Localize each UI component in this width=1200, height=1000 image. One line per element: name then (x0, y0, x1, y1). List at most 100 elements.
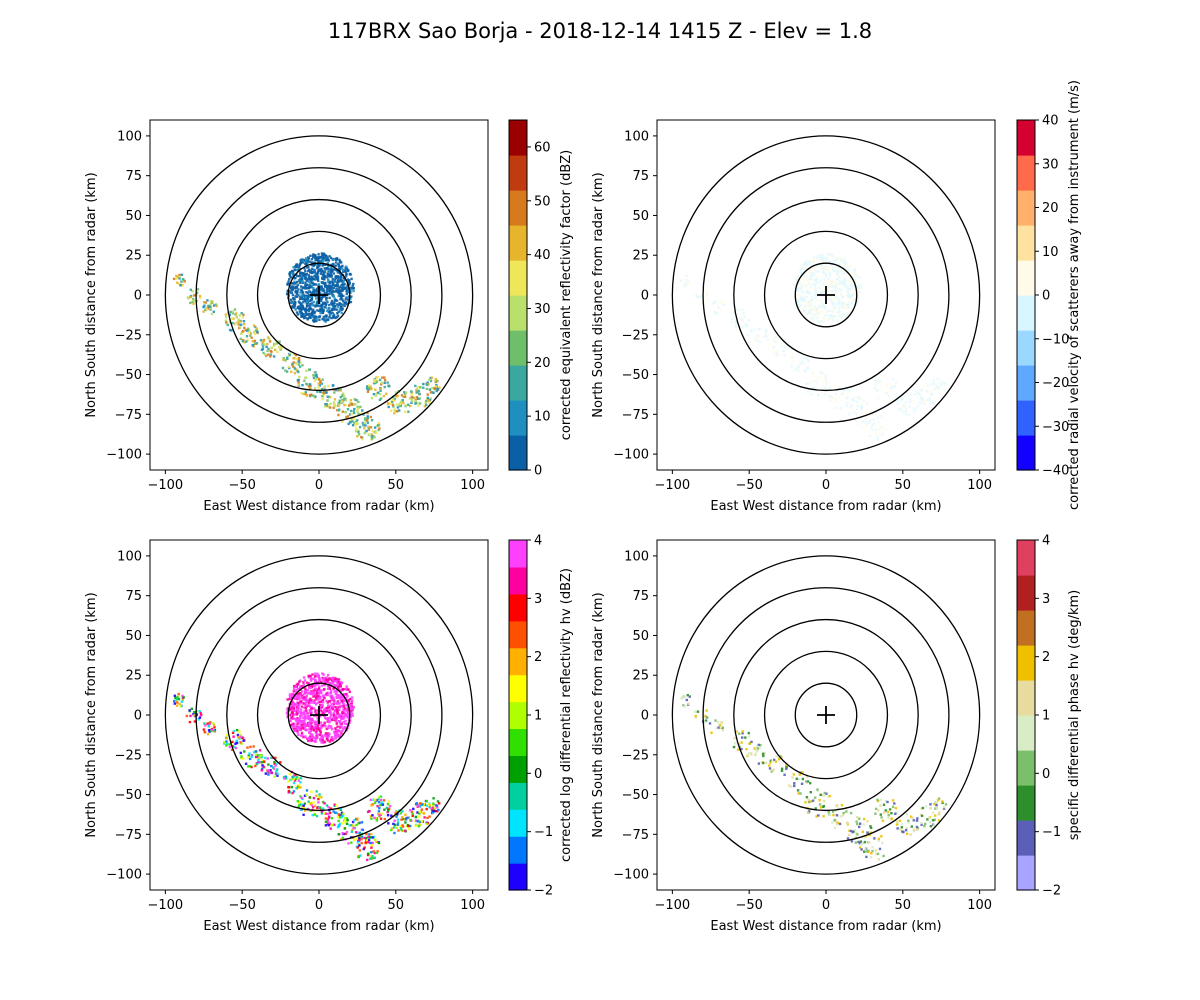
echo-pixel (193, 711, 196, 714)
echo-pixel (335, 696, 338, 699)
colorbar-tick-label: 40 (1042, 114, 1059, 129)
echo-pixel (428, 401, 431, 405)
echo-pixel (345, 301, 348, 304)
echo-pixel (316, 736, 319, 739)
echo-pixel (842, 279, 845, 283)
echo-pixel (254, 764, 257, 768)
echo-pixel (318, 377, 321, 381)
echo-pixel (866, 422, 870, 425)
echo-pixel (342, 280, 345, 284)
echo-pixel (289, 724, 293, 727)
echo-pixel (905, 413, 908, 416)
echo-pixel (845, 280, 849, 283)
colorbar-tick-label: −2 (1042, 884, 1061, 899)
echo-pixel (818, 376, 821, 379)
echo-pixel (318, 315, 322, 318)
echo-pixel (297, 683, 300, 686)
echo-pixel (286, 709, 289, 712)
echo-pixel (338, 403, 341, 407)
echo-pixel (369, 815, 373, 818)
echo-pixel (311, 673, 314, 676)
echo-pixel (233, 308, 237, 311)
echo-pixel (908, 401, 912, 404)
echo-pixel (337, 716, 341, 719)
echo-pixel (355, 398, 358, 402)
echo-pixel (313, 692, 316, 695)
echo-pixel (383, 376, 386, 379)
echo-pixel (916, 817, 919, 820)
echo-pixel (409, 818, 412, 822)
colorbar-segment (1017, 400, 1035, 436)
echo-pixel (865, 411, 868, 414)
echo-pixel (861, 403, 864, 406)
echo-pixel (881, 424, 885, 428)
echo-pixel (295, 719, 298, 722)
echo-pixel (826, 297, 829, 300)
colorbar-segment (509, 540, 527, 568)
echo-pixel (825, 382, 828, 385)
echo-pixel (290, 778, 293, 781)
echo-pixel (336, 725, 339, 728)
echo-pixel (357, 855, 360, 858)
echo-pixel (404, 394, 407, 397)
echo-pixel (338, 734, 342, 737)
echo-pixel (346, 705, 350, 708)
echo-pixel (823, 791, 826, 795)
echo-pixel (337, 413, 340, 417)
echo-pixel (338, 705, 342, 708)
echo-pixel (315, 730, 318, 733)
colorbar-segment (1017, 365, 1035, 401)
echo-pixel (835, 270, 839, 273)
echo-pixel (813, 282, 816, 285)
echo-pixel (334, 737, 337, 740)
echo-pixel (309, 701, 312, 704)
echo-pixel (195, 710, 199, 713)
echo-pixel (847, 269, 851, 272)
echo-pixel (306, 692, 309, 695)
echo-pixel (840, 385, 843, 388)
echo-pixel (767, 344, 770, 347)
echo-pixel (316, 390, 319, 393)
x-tick-label: 50 (388, 898, 405, 913)
echo-pixel (780, 756, 783, 759)
echo-pixel (836, 319, 839, 322)
echo-pixel (298, 728, 301, 732)
echo-pixel (943, 389, 946, 393)
echo-pixel (240, 312, 243, 315)
echo-pixel (409, 824, 412, 828)
echo-pixel (367, 427, 370, 430)
echo-pixel (800, 290, 804, 294)
echo-pixel (388, 385, 391, 388)
echo-pixel (813, 315, 816, 319)
echo-pixel (809, 262, 812, 265)
echo-pixel (799, 269, 803, 272)
echo-pixel (425, 400, 428, 403)
echo-pixel (310, 722, 313, 725)
colorbar-segment (1017, 680, 1035, 716)
colorbar-tick-label: 50 (534, 194, 551, 209)
echo-pixel (804, 266, 808, 270)
echo-pixel (850, 282, 854, 285)
echo-pixel (212, 722, 215, 725)
echo-pixel (772, 768, 775, 771)
echo-pixel (235, 316, 238, 319)
echo-pixel (308, 284, 311, 287)
echo-pixel (817, 258, 820, 261)
colorbar-segment (509, 728, 527, 756)
echo-pixel (401, 810, 404, 813)
echo-pixel (316, 701, 319, 704)
echo-pixel (336, 826, 340, 829)
echo-pixel (411, 812, 414, 816)
echo-pixel (831, 319, 835, 322)
echo-pixel (309, 686, 312, 690)
echo-pixel (375, 392, 378, 396)
echo-pixel (332, 272, 335, 275)
echo-pixel (291, 722, 294, 726)
echo-pixel (323, 385, 326, 388)
echo-pixel (351, 284, 354, 288)
echo-pixel (286, 356, 289, 359)
echo-pixel (339, 685, 342, 688)
echo-pixel (813, 319, 817, 322)
echo-pixel (839, 815, 842, 818)
echo-pixel (192, 712, 195, 716)
